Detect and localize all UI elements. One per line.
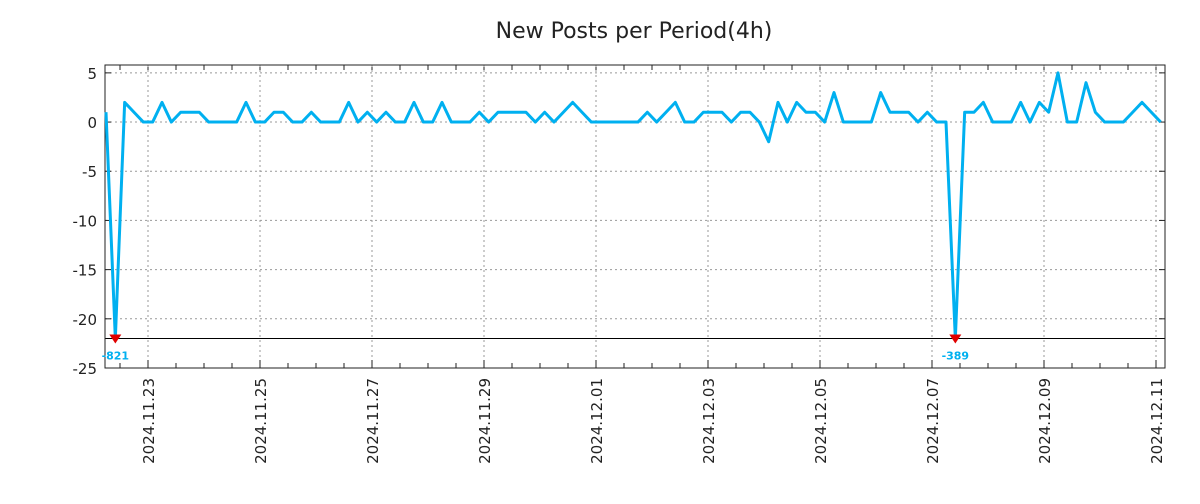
x-tick-label: 2024.11.25	[252, 378, 270, 464]
chart-title: New Posts per Period(4h)	[496, 19, 773, 44]
series-line	[106, 73, 1161, 339]
x-tick-label: 2024.11.23	[140, 378, 158, 464]
y-tick-label: -20	[73, 311, 98, 329]
x-tick-label: 2024.11.29	[476, 378, 494, 464]
x-tick-label: 2024.12.07	[924, 378, 942, 464]
y-tick-label: 5	[87, 65, 97, 83]
y-tick-label: -25	[73, 360, 98, 378]
x-tick-label: 2024.12.01	[588, 378, 606, 464]
clipped-value-label: -389	[942, 349, 970, 362]
x-tick-label: 2024.11.27	[364, 378, 382, 464]
x-tick-label: 2024.12.11	[1148, 378, 1166, 464]
plot-frame	[105, 65, 1165, 368]
y-tick-label: -15	[73, 262, 98, 280]
y-tick-label: 0	[87, 114, 97, 132]
y-tick-label: -5	[82, 163, 97, 181]
x-tick-label: 2024.12.05	[812, 378, 830, 464]
x-tick-label: 2024.12.09	[1036, 378, 1054, 464]
clipped-value-label: -821	[102, 349, 130, 362]
y-tick-label: -10	[73, 212, 98, 230]
x-tick-label: 2024.12.03	[700, 378, 718, 464]
